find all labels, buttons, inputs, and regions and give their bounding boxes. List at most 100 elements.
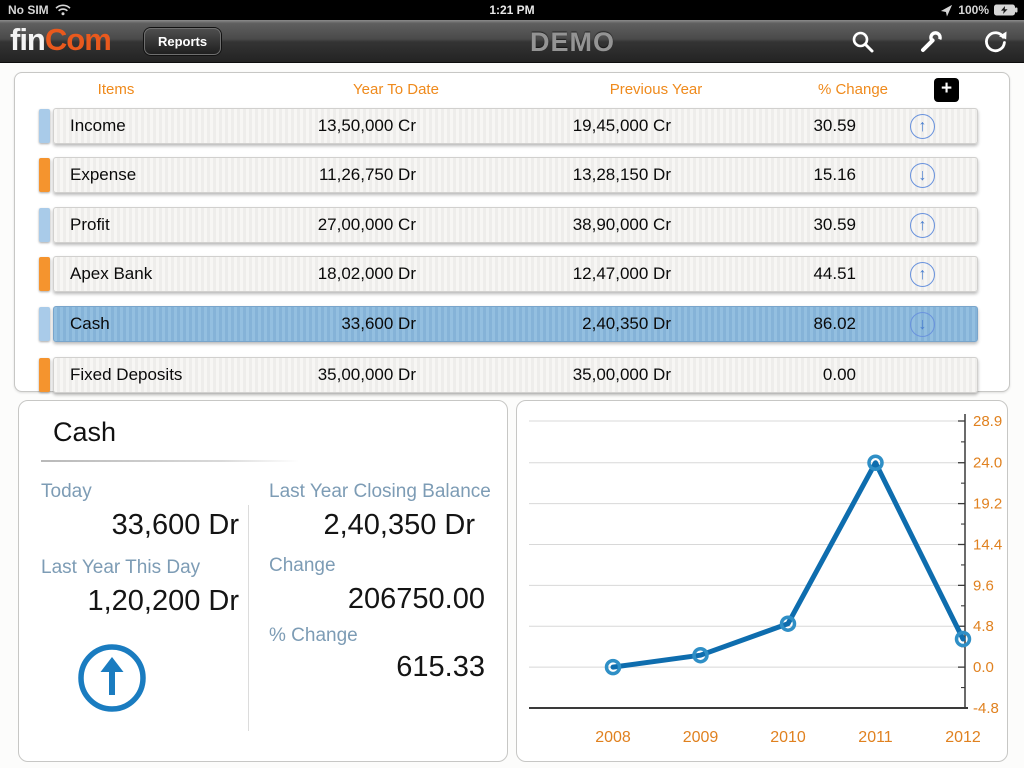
column-header-items: Items	[97, 81, 135, 98]
row-body: Fixed Deposits 35,00,000 Dr 35,00,000 Dr 0.…	[53, 357, 978, 393]
clock-label: 1:21 PM	[489, 3, 535, 17]
svg-text:2011: 2011	[858, 729, 893, 746]
column-header-year-to-date: Year To Date	[353, 81, 439, 98]
table-row-profit[interactable]: Profit 27,00,000 Cr 38,90,000 Cr 30.59 ↑	[15, 207, 1009, 244]
today-label: Today	[41, 481, 92, 502]
column-header-previous-year: Previous Year	[609, 81, 703, 98]
last-year-this-day-label: Last Year This Day	[41, 557, 201, 578]
closing-balance-label: Last Year Closing Balance	[269, 481, 491, 502]
svg-text:2008: 2008	[595, 729, 631, 746]
app-toolbar: finCom Reports DEMO	[0, 20, 1024, 63]
row-item-name: Apex Bank	[70, 264, 153, 283]
row-item-name: Profit	[70, 215, 110, 234]
svg-text:14.4: 14.4	[973, 536, 1002, 553]
row-ytd-value: 11,26,750 Dr	[318, 165, 416, 184]
row-body: Income 13,50,000 Cr 19,45,000 Cr 30.59 ↑	[53, 108, 978, 144]
report-table: Items Year To Date Previous Year % Chang…	[14, 72, 1010, 394]
percent-change-label: % Change	[269, 625, 358, 646]
detail-column-divider	[248, 505, 249, 731]
trend-down-icon: ↓	[910, 162, 935, 188]
row-body: Cash 33,600 Dr 2,40,350 Dr 86.02 ↓	[53, 306, 978, 342]
row-body: Profit 27,00,000 Cr 38,90,000 Cr 30.59 ↑	[53, 207, 978, 243]
row-body: Expense 11,26,750 Dr 13,28,150 Dr 15.16 ↓	[53, 157, 978, 193]
logo-fin-text: fin	[10, 22, 46, 57]
row-trend-indicator: ↓	[856, 311, 977, 337]
svg-text:24.0: 24.0	[973, 455, 1002, 472]
battery-icon	[994, 4, 1018, 16]
carrier-label: No SIM	[8, 3, 49, 17]
row-trend-indicator: ↑	[856, 261, 977, 287]
svg-text:19.2: 19.2	[973, 496, 1002, 513]
svg-text:2010: 2010	[770, 729, 806, 746]
svg-text:28.9: 28.9	[973, 413, 1002, 430]
row-ytd-value: 27,00,000 Cr	[317, 215, 416, 234]
detail-trend-up-icon	[78, 644, 146, 712]
column-header-percent-change: % Change	[817, 81, 889, 98]
change-value: 206750.00	[347, 583, 485, 615]
trend-line-chart: -4.8 0.0 4.8 9.6 14.4 19.2 24.0 28.9 2008 2009 201…	[529, 413, 1002, 746]
row-ytd-value: 18,02,000 Dr	[317, 264, 416, 283]
row-pct-value: 44.51	[813, 264, 856, 283]
row-category-tab	[39, 307, 50, 341]
row-category-tab	[39, 158, 50, 192]
table-row-expense[interactable]: Expense 11,26,750 Dr 13,28,150 Dr 15.16 ↓	[15, 157, 1009, 194]
svg-text:0.0: 0.0	[973, 659, 994, 676]
row-category-tab	[39, 208, 50, 242]
status-bar: No SIM 1:21 PM 100%	[0, 0, 1024, 20]
change-label: Change	[269, 555, 336, 576]
row-category-tab	[39, 109, 50, 143]
row-item-name: Fixed Deposits	[70, 365, 183, 384]
row-ytd-value: 35,00,000 Dr	[317, 365, 416, 384]
row-prev-value: 19,45,000 Cr	[572, 116, 671, 135]
row-category-tab	[39, 257, 50, 291]
closing-balance-value: 2,40,350 Dr	[323, 509, 475, 541]
reports-button[interactable]: Reports	[144, 28, 222, 55]
trend-up-icon: ↑	[910, 212, 935, 238]
battery-percent-label: 100%	[958, 3, 989, 17]
percent-change-value: 615.33	[396, 651, 485, 683]
refresh-icon[interactable]	[982, 29, 1008, 55]
row-ytd-value: 13,50,000 Cr	[317, 116, 416, 135]
row-pct-value: 15.16	[813, 165, 856, 184]
row-prev-value: 2,40,350 Dr	[582, 314, 671, 333]
row-trend-indicator: ↑	[856, 113, 977, 139]
row-prev-value: 38,90,000 Cr	[572, 215, 671, 234]
search-icon[interactable]	[850, 29, 876, 55]
logo-com-text: Com	[44, 22, 112, 57]
row-item-name: Cash	[70, 314, 110, 333]
svg-text:2009: 2009	[683, 729, 719, 746]
location-arrow-icon	[941, 4, 953, 17]
last-year-this-day-value: 1,20,200 Dr	[87, 585, 239, 617]
svg-text:-4.8: -4.8	[973, 700, 999, 717]
trend-chart-panel: -4.8 0.0 4.8 9.6 14.4 19.2 24.0 28.9 2008 2009 201…	[516, 400, 1008, 762]
title-underline	[41, 460, 299, 462]
svg-text:9.6: 9.6	[973, 577, 994, 594]
table-row-fixed-deposits[interactable]: Fixed Deposits 35,00,000 Dr 35,00,000 Dr 0.…	[15, 357, 1009, 394]
today-value: 33,600 Dr	[111, 509, 239, 541]
table-row-apex-bank[interactable]: Apex Bank 18,02,000 Dr 12,47,000 Dr 44.51 ↑	[15, 256, 1009, 293]
row-body: Apex Bank 18,02,000 Dr 12,47,000 Dr 44.51 ↑	[53, 256, 978, 292]
trend-up-icon: ↑	[910, 113, 935, 139]
row-pct-value: 30.59	[813, 215, 856, 234]
row-trend-indicator: ↑	[856, 212, 977, 238]
item-detail-panel: Cash Today 33,600 Dr Last Year This Day …	[18, 400, 508, 762]
company-title: DEMO	[530, 27, 615, 57]
detail-title: Cash	[53, 417, 117, 447]
row-prev-value: 35,00,000 Dr	[572, 365, 671, 384]
row-pct-value: 0.00	[822, 365, 856, 384]
svg-text:4.8: 4.8	[973, 618, 994, 635]
trend-up-icon: ↑	[910, 261, 935, 287]
fincom-logo: finCom	[10, 22, 112, 58]
row-ytd-value: 33,600 Dr	[341, 314, 416, 333]
settings-wrench-icon[interactable]	[918, 29, 944, 55]
row-category-tab	[39, 358, 50, 392]
add-item-button[interactable]: +	[934, 78, 959, 102]
row-item-name: Income	[70, 116, 126, 135]
row-prev-value: 12,47,000 Dr	[572, 264, 671, 283]
svg-text:2012: 2012	[945, 729, 981, 746]
table-row-income[interactable]: Income 13,50,000 Cr 19,45,000 Cr 30.59 ↑	[15, 108, 1009, 145]
row-trend-indicator: ↓	[856, 162, 977, 188]
trend-down-icon: ↓	[910, 311, 935, 337]
table-row-cash[interactable]: Cash 33,600 Dr 2,40,350 Dr 86.02 ↓	[15, 306, 1009, 343]
row-pct-value: 86.02	[813, 314, 856, 333]
